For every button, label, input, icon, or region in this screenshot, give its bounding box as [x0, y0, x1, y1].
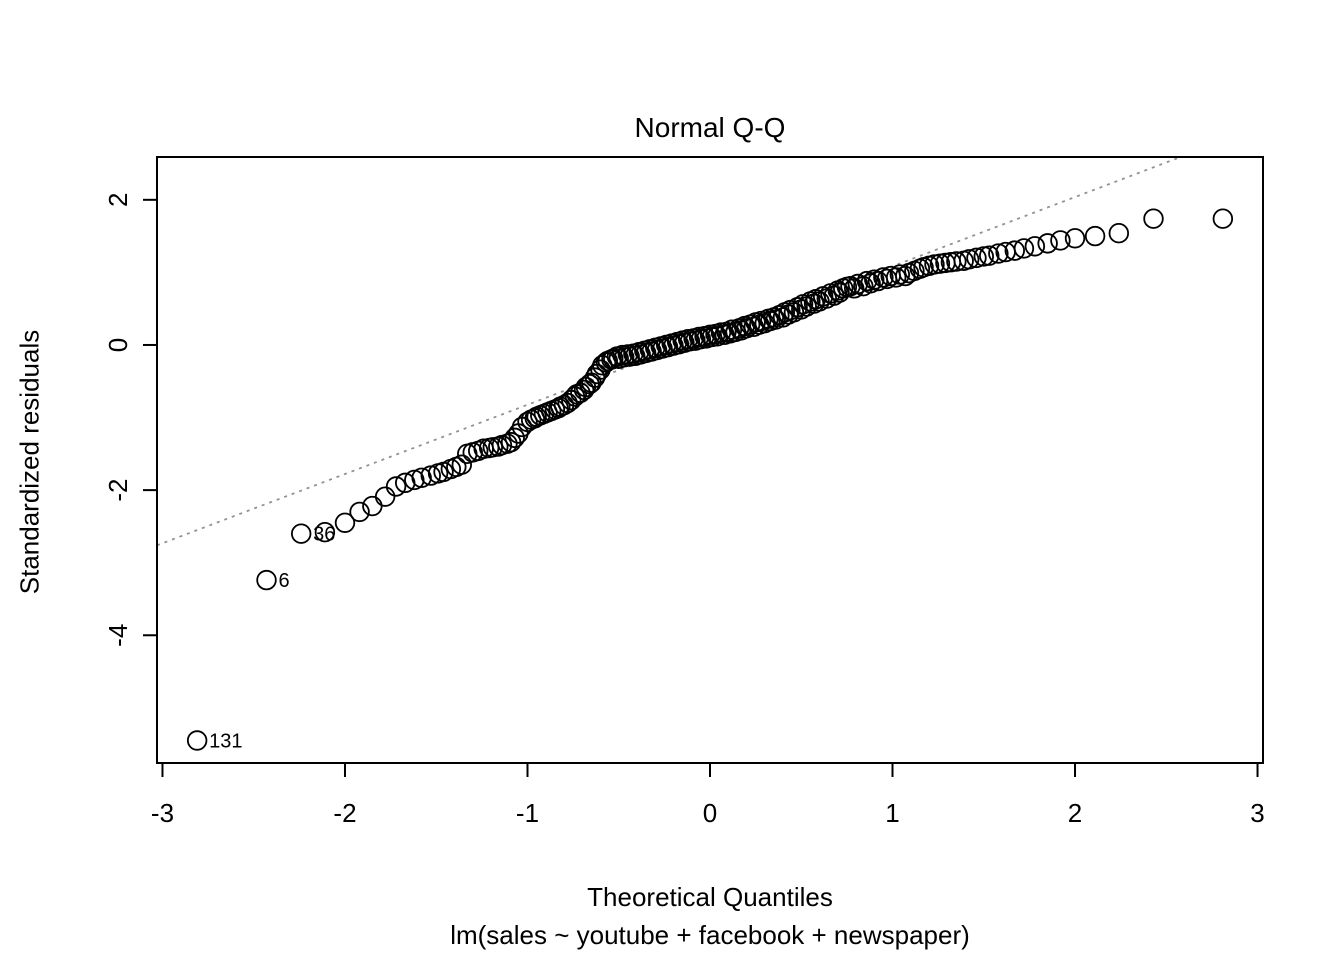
- data-point: [958, 249, 980, 270]
- reference-line: [156, 156, 1181, 547]
- data-point: [885, 267, 907, 288]
- data-point: [1084, 225, 1106, 247]
- data-point: [856, 270, 878, 292]
- data-point: [1024, 236, 1046, 257]
- data-point: [603, 348, 624, 369]
- x-tick-label: -1: [516, 798, 539, 828]
- data-point: [988, 243, 1009, 264]
- data-point: [1143, 208, 1164, 229]
- data-point: [451, 454, 472, 475]
- data-point: [573, 379, 595, 401]
- x-tick-label: -3: [151, 798, 174, 828]
- y-tick-label: -2: [103, 479, 133, 502]
- data-point: [186, 730, 208, 751]
- model-call-label: lm(sales ~ youtube + facebook + newspape…: [450, 920, 970, 950]
- outlier-label: 36: [313, 524, 335, 546]
- outlier-label: 131: [209, 731, 242, 753]
- outlier-label: 6: [279, 570, 290, 592]
- data-point: [966, 247, 987, 269]
- chart-title: Normal Q-Q: [634, 112, 786, 143]
- x-tick-label: -2: [333, 798, 356, 828]
- data-point: [1004, 240, 1025, 261]
- y-tick-label: -4: [103, 624, 133, 647]
- data-point: [579, 373, 600, 395]
- data-point: [411, 467, 432, 488]
- x-tick-label: 2: [1068, 798, 1082, 828]
- data-point: [256, 569, 277, 591]
- data-point: [979, 245, 1000, 266]
- data-point: [721, 319, 743, 340]
- data-point: [1212, 208, 1234, 229]
- data-point: [314, 522, 336, 543]
- data-point: [1108, 223, 1130, 244]
- data-point: [1037, 233, 1058, 254]
- data-point: [1050, 230, 1071, 251]
- y-axis-label: Standardized residuals: [14, 329, 45, 595]
- y-tick-label: 2: [103, 193, 133, 207]
- x-tick-label: 0: [703, 798, 717, 828]
- data-point: [349, 501, 370, 523]
- data-point: [334, 512, 356, 533]
- data-point: [290, 523, 312, 544]
- y-tick-label: 0: [103, 338, 133, 352]
- data-point: [504, 427, 525, 449]
- data-point: [1013, 238, 1035, 259]
- data-point: [374, 486, 396, 507]
- data-point: [385, 476, 407, 497]
- plot-box: [156, 156, 1264, 764]
- x-axis-label: Theoretical Quantiles: [587, 882, 833, 912]
- data-point: [829, 282, 850, 303]
- data-point: [946, 251, 967, 272]
- x-tick-label: 1: [885, 798, 899, 828]
- x-tick-label: 3: [1250, 798, 1264, 828]
- data-point: [1064, 228, 1086, 249]
